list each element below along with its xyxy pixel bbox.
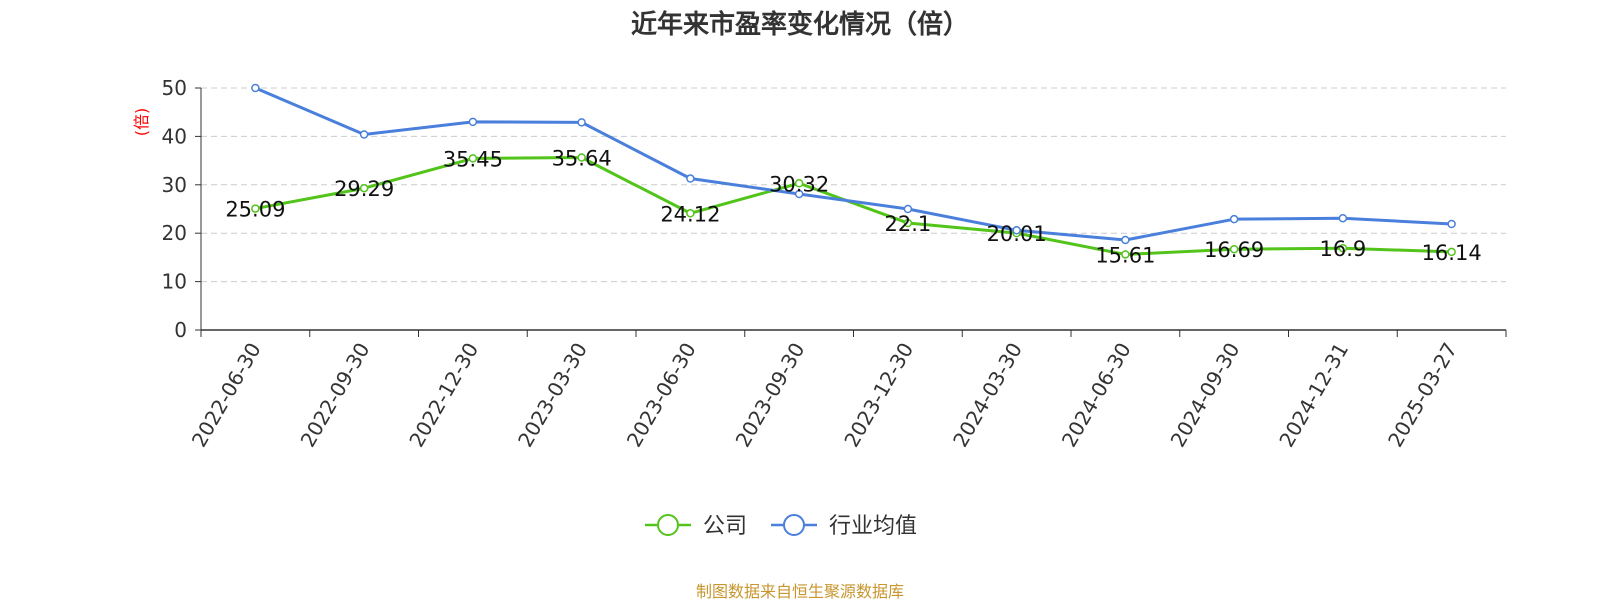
data-label: 30.32	[769, 172, 829, 196]
legend-industry: 行业均值	[771, 514, 917, 539]
x-tick-label: 2023-09-30	[731, 339, 810, 452]
data-point-company	[359, 183, 369, 193]
line-chart: 0 10 20 30 40 50 (倍) 2022-06-30 2022-09-30 2022-1…	[132, 76, 1507, 539]
data-label: 35.64	[552, 147, 612, 171]
x-tick-label: 2022-12-30	[404, 339, 483, 452]
legend-marker-icon	[783, 514, 805, 536]
legend-label: 公司	[703, 514, 747, 539]
data-point-industry	[686, 174, 695, 183]
data-point-industry	[903, 204, 913, 214]
legend-label: 行业均值	[829, 514, 917, 539]
data-point-industry	[1012, 226, 1021, 235]
data-label: 16.9	[1319, 237, 1366, 261]
y-tick-label: 20	[162, 221, 187, 245]
x-tick-label: 2024-09-30	[1166, 339, 1245, 452]
x-tick-label: 2024-03-30	[948, 339, 1027, 452]
data-label: 24.12	[660, 202, 720, 226]
data-point-company	[794, 179, 804, 188]
y-tick-label: 40	[162, 124, 187, 148]
series-line-company	[255, 156, 1452, 256]
chart-title: 近年来市盈率变化情况（倍）	[630, 10, 969, 40]
data-point-industry	[468, 117, 478, 127]
y-tick-label: 0	[174, 318, 187, 342]
x-tick-label: 2024-06-30	[1057, 339, 1136, 452]
data-point-company	[1338, 243, 1348, 253]
y-tick-label: 30	[162, 173, 187, 197]
data-point-industry	[1338, 213, 1348, 223]
series-line-industry	[254, 86, 1452, 242]
data-point-industry	[251, 83, 260, 93]
data-point-company	[577, 153, 586, 162]
data-point-company	[251, 204, 260, 213]
x-tick-label: 2023-12-30	[839, 339, 918, 452]
legend-marker-icon	[657, 514, 679, 536]
data-label: 16.14	[1422, 241, 1482, 265]
x-tick-label: 2023-06-30	[622, 339, 701, 452]
data-label: 16.69	[1204, 238, 1264, 262]
data-label: 35.45	[443, 147, 503, 171]
data-point-industry	[359, 130, 369, 139]
data-label: 15.61	[1095, 243, 1155, 267]
data-point-company	[1229, 244, 1239, 254]
data-point-company	[903, 218, 913, 228]
x-tick-label: 2025-03-27	[1383, 339, 1462, 452]
x-tick-label: 2022-09-30	[296, 339, 375, 452]
x-tick-label: 2022-06-30	[187, 339, 266, 452]
data-point-industry	[1121, 235, 1130, 245]
y-tick-label: 10	[162, 270, 187, 294]
data-label: 22.1	[884, 212, 931, 236]
data-source-note: 制图数据来自恒生聚源数据库	[695, 582, 904, 600]
data-point-industry	[1229, 214, 1239, 224]
data-point-company	[1447, 247, 1456, 257]
x-tick-label: 2024-12-31	[1274, 339, 1353, 452]
data-point-industry	[794, 189, 804, 199]
data-point-company	[1121, 250, 1130, 259]
data-label: 20.01	[987, 222, 1047, 246]
data-point-industry	[1447, 219, 1456, 229]
data-label: 29.29	[334, 177, 394, 201]
data-point-industry	[577, 118, 586, 127]
data-label: 25.09	[225, 198, 285, 222]
data-point-company	[468, 154, 478, 163]
y-axis-unit-label: (倍)	[132, 108, 151, 137]
legend-company: 公司	[645, 514, 747, 539]
data-point-company	[686, 209, 695, 218]
x-tick-label: 2023-03-30	[513, 339, 592, 452]
y-tick-label: 50	[162, 76, 187, 100]
